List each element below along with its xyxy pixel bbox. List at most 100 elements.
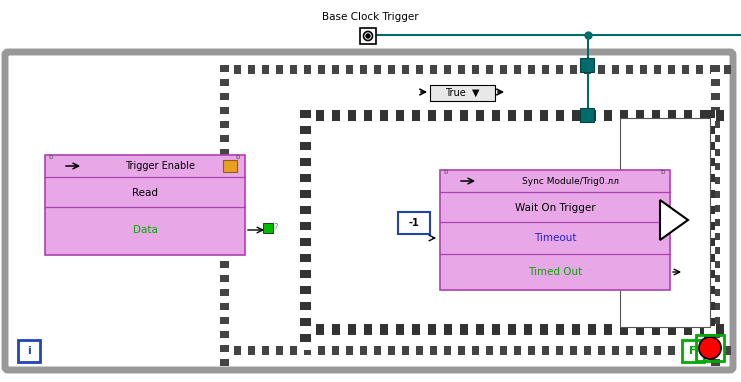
Bar: [516, 324, 524, 335]
Bar: [374, 65, 381, 74]
Bar: [479, 65, 486, 74]
Bar: [654, 65, 661, 74]
Bar: [364, 324, 372, 335]
Bar: [381, 65, 388, 74]
Bar: [524, 324, 532, 335]
Bar: [711, 268, 720, 275]
Bar: [577, 346, 584, 355]
Bar: [436, 110, 444, 121]
Bar: [549, 346, 556, 355]
Bar: [711, 359, 720, 366]
Bar: [300, 198, 311, 206]
Bar: [396, 110, 404, 121]
Bar: [564, 324, 572, 335]
Bar: [711, 219, 720, 226]
Bar: [428, 110, 436, 121]
Bar: [711, 317, 720, 324]
Bar: [297, 65, 304, 74]
Bar: [300, 190, 311, 198]
Bar: [516, 110, 524, 121]
Bar: [437, 65, 444, 74]
Bar: [332, 324, 340, 335]
Bar: [364, 110, 372, 121]
Bar: [276, 346, 283, 355]
Bar: [676, 110, 684, 121]
Bar: [661, 346, 668, 355]
Bar: [409, 65, 416, 74]
Bar: [220, 247, 229, 254]
Bar: [423, 346, 430, 355]
Bar: [45, 155, 245, 255]
Bar: [300, 324, 308, 335]
Bar: [468, 110, 476, 121]
Bar: [711, 121, 720, 128]
Bar: [220, 352, 229, 359]
Circle shape: [699, 337, 721, 359]
Bar: [300, 326, 311, 334]
Bar: [704, 182, 715, 190]
Bar: [711, 233, 720, 240]
Bar: [300, 206, 311, 214]
Bar: [220, 345, 229, 352]
Bar: [332, 346, 339, 355]
Bar: [220, 142, 229, 149]
Bar: [220, 359, 229, 366]
Text: Timeout: Timeout: [534, 233, 576, 243]
Bar: [465, 346, 472, 355]
Text: -1: -1: [408, 218, 419, 228]
Bar: [704, 286, 715, 294]
Bar: [711, 79, 720, 86]
Bar: [430, 65, 437, 74]
Bar: [395, 346, 402, 355]
Bar: [711, 331, 720, 338]
Bar: [675, 346, 682, 355]
Bar: [703, 65, 710, 74]
Bar: [528, 346, 535, 355]
Bar: [572, 324, 580, 335]
Bar: [220, 240, 229, 247]
Bar: [220, 184, 229, 191]
Bar: [704, 294, 715, 302]
Bar: [711, 324, 720, 331]
Bar: [636, 110, 644, 121]
Bar: [220, 219, 229, 226]
Bar: [598, 346, 605, 355]
Bar: [514, 346, 521, 355]
Bar: [220, 268, 229, 275]
Bar: [297, 346, 304, 355]
Bar: [300, 318, 311, 326]
Bar: [704, 206, 715, 214]
Bar: [532, 324, 540, 335]
Bar: [668, 65, 675, 74]
Bar: [660, 110, 668, 121]
Bar: [220, 191, 229, 198]
Bar: [220, 226, 229, 233]
Bar: [676, 324, 684, 335]
Bar: [711, 191, 720, 198]
Text: Timed Out: Timed Out: [528, 267, 582, 277]
Bar: [588, 324, 596, 335]
Bar: [269, 346, 276, 355]
Bar: [234, 346, 241, 355]
Bar: [711, 100, 720, 107]
Bar: [628, 324, 636, 335]
Bar: [465, 65, 472, 74]
Bar: [220, 317, 229, 324]
Bar: [724, 346, 731, 355]
Bar: [452, 110, 460, 121]
Bar: [704, 302, 715, 310]
Bar: [325, 346, 332, 355]
Bar: [704, 278, 715, 286]
Bar: [451, 65, 458, 74]
Bar: [588, 110, 596, 121]
Bar: [704, 334, 715, 342]
Bar: [704, 126, 715, 134]
Bar: [300, 246, 311, 254]
Bar: [395, 65, 402, 74]
Bar: [711, 65, 720, 72]
Bar: [360, 346, 367, 355]
Text: b: b: [235, 154, 239, 160]
Bar: [716, 324, 724, 335]
Bar: [619, 346, 626, 355]
Bar: [356, 324, 364, 335]
